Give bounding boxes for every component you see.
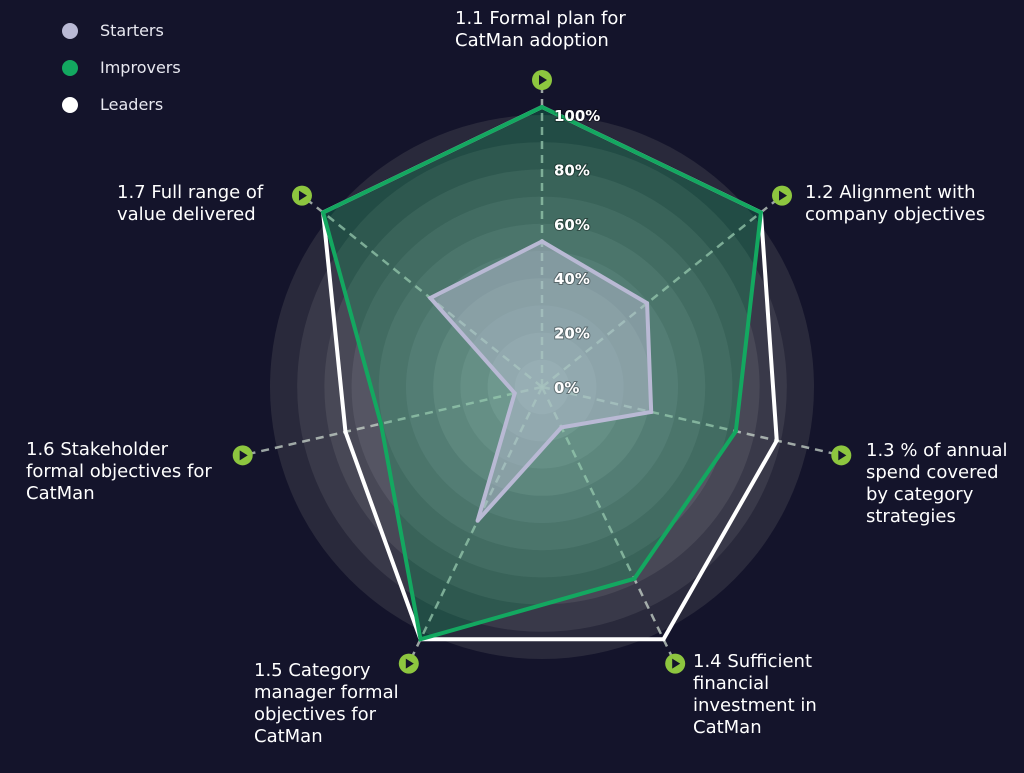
axis-line — [541, 200, 776, 388]
data-point-improvers — [540, 105, 544, 109]
data-point-starters — [649, 409, 654, 414]
tick-label: 100% — [554, 107, 600, 125]
data-point-starters — [559, 425, 564, 430]
data-point-improvers — [378, 421, 383, 426]
legend-label: Leaders — [100, 95, 164, 114]
axis-line — [541, 385, 833, 455]
axis-line — [411, 386, 544, 657]
legend-label: Starters — [100, 21, 164, 40]
tick-label: 80% — [554, 161, 590, 179]
play-triangle-icon — [298, 190, 307, 201]
data-point-improvers — [733, 429, 738, 434]
axis-label-1-1: 1.1 Formal plan for CatMan adoption — [455, 8, 626, 51]
data-point-leaders — [661, 637, 666, 642]
series-improvers — [320, 104, 764, 642]
legend-item-improvers: Improvers — [62, 49, 181, 86]
axis-line — [308, 200, 543, 388]
data-point-leaders — [343, 429, 348, 434]
series-starters — [427, 239, 654, 523]
data-point-improvers — [758, 210, 763, 215]
legend-item-starters: Starters — [62, 12, 181, 49]
data-point-improvers — [418, 637, 423, 642]
axis-label-1-6: 1.6 Stakeholder formal objectives for Ca… — [26, 439, 212, 504]
tick-label: 20% — [554, 325, 590, 343]
data-point-starters — [512, 391, 517, 396]
axis-label-1-5: 1.5 Category manager formal objectives f… — [254, 660, 399, 747]
axis-line — [540, 386, 673, 657]
data-point-starters — [540, 239, 544, 244]
axis-label-1-2: 1.2 Alignment with company objectives — [805, 182, 986, 225]
data-point-improvers — [321, 210, 326, 215]
play-triangle-icon — [539, 75, 547, 85]
axis-label-1-7: 1.7 Full range of value delivered — [117, 182, 264, 225]
improvers-dot-icon — [62, 59, 78, 76]
data-point-starters — [645, 301, 650, 306]
tick-label: 60% — [554, 216, 590, 234]
legend-label: Improvers — [100, 58, 181, 77]
axis-label-1-4: 1.4 Sufficient financial investment in C… — [693, 651, 817, 738]
data-point-starters — [428, 295, 433, 300]
data-point-starters — [475, 518, 480, 523]
legend: Starters Improvers Leaders — [62, 12, 181, 123]
play-triangle-icon — [405, 658, 414, 669]
play-triangle-icon — [672, 658, 681, 669]
play-triangle-icon — [239, 450, 248, 461]
leaders-dot-icon — [62, 96, 78, 113]
axis-line — [251, 385, 543, 455]
data-point-leaders — [774, 438, 779, 443]
series-leaders — [320, 104, 779, 642]
starters-dot-icon — [62, 22, 78, 39]
axis-label-1-3: 1.3 % of annual spend covered by categor… — [866, 440, 1008, 527]
tick-label: 40% — [554, 270, 590, 288]
play-triangle-icon — [779, 190, 788, 201]
data-point-improvers — [632, 576, 637, 581]
play-triangle-icon — [838, 450, 847, 461]
tick-label: 0% — [554, 379, 579, 397]
legend-item-leaders: Leaders — [62, 86, 181, 123]
